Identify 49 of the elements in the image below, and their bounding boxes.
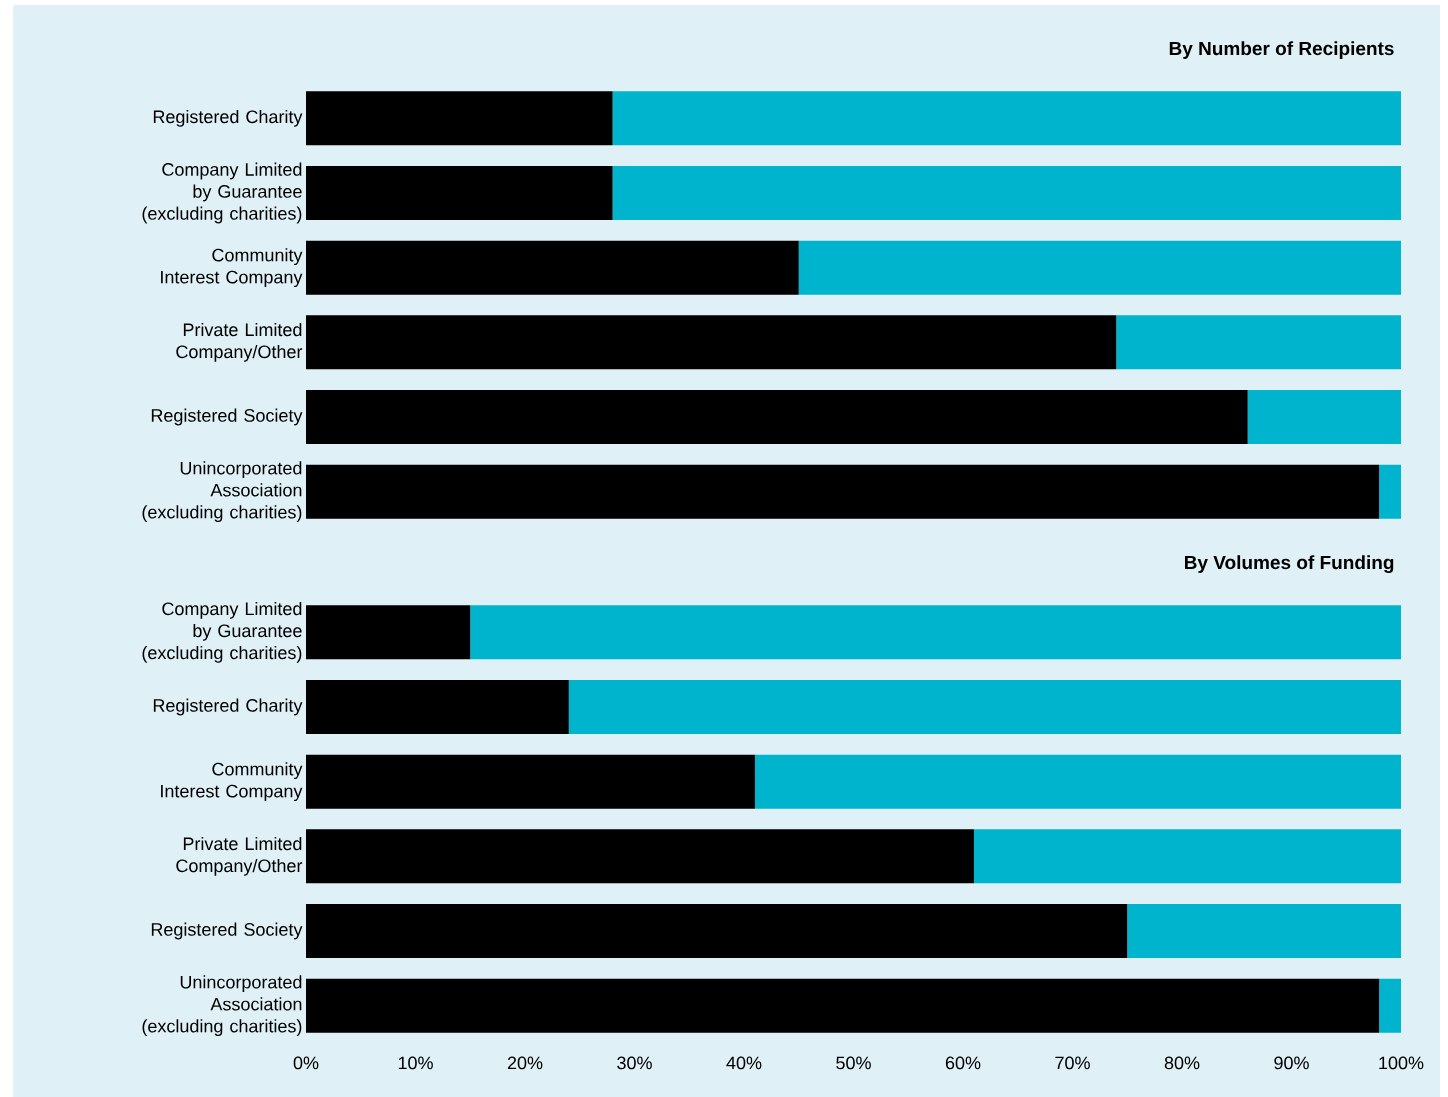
bar — [470, 605, 1401, 660]
y-tick-label: Company Limited by Guarantee (excluding charities) — [142, 162, 302, 224]
x-tick-label: 60% — [945, 1056, 981, 1070]
x-tick-label: 40% — [726, 1056, 762, 1070]
y-tick-label: Private Limited Company/Other — [176, 322, 303, 362]
bar — [306, 680, 569, 734]
bar — [306, 754, 755, 809]
bar — [1127, 904, 1401, 958]
bar — [306, 605, 471, 660]
bar — [306, 978, 1380, 1033]
bar — [306, 91, 613, 146]
bar — [306, 904, 1128, 958]
y-tick-label: Private Limited Company/Other — [176, 836, 303, 876]
bar — [798, 240, 1401, 295]
y-tick-label: Registered Society — [151, 408, 303, 426]
y-tick-label: Community Interest Company — [161, 248, 303, 288]
bar — [1247, 390, 1401, 444]
y-tick-label: Registered Charity — [153, 109, 303, 127]
x-tick-label: 70% — [1055, 1056, 1090, 1070]
y-tick-label: Registered Charity — [153, 698, 303, 716]
x-tick-label: 100% — [1379, 1056, 1424, 1070]
bar — [1379, 978, 1401, 1033]
bar — [1379, 464, 1401, 519]
bar — [973, 829, 1401, 884]
bar — [306, 390, 1248, 444]
y-tick-label: Unincorporated Association (excluding charities) — [142, 975, 302, 1037]
bar — [306, 166, 613, 220]
bar — [612, 91, 1401, 146]
chart-title: By Volumes of Funding — [1184, 555, 1394, 574]
bar — [306, 315, 1117, 370]
x-tick-label: 30% — [617, 1056, 652, 1070]
y-tick-label: Registered Society — [151, 922, 303, 940]
y-tick-label: Company Limited by Guarantee (excluding charities) — [142, 601, 302, 663]
bar — [1116, 315, 1401, 370]
y-tick-label: Community Interest Company — [161, 762, 303, 802]
y-tick-label: Unincorporated Association (excluding charities) — [142, 461, 302, 523]
bar — [612, 166, 1401, 220]
x-tick-label: 20% — [507, 1056, 543, 1070]
chart-title: By Number of Recipients — [1169, 41, 1394, 59]
x-tick-label: 0% — [293, 1056, 319, 1070]
bar — [754, 754, 1401, 809]
x-tick-label: 80% — [1164, 1056, 1200, 1070]
bar — [306, 829, 974, 884]
bar — [306, 240, 799, 295]
bar — [306, 464, 1380, 519]
x-tick-label: 50% — [836, 1056, 871, 1070]
x-tick-label: 90% — [1274, 1056, 1309, 1070]
bar — [568, 680, 1401, 734]
x-tick-label: 10% — [398, 1056, 433, 1070]
